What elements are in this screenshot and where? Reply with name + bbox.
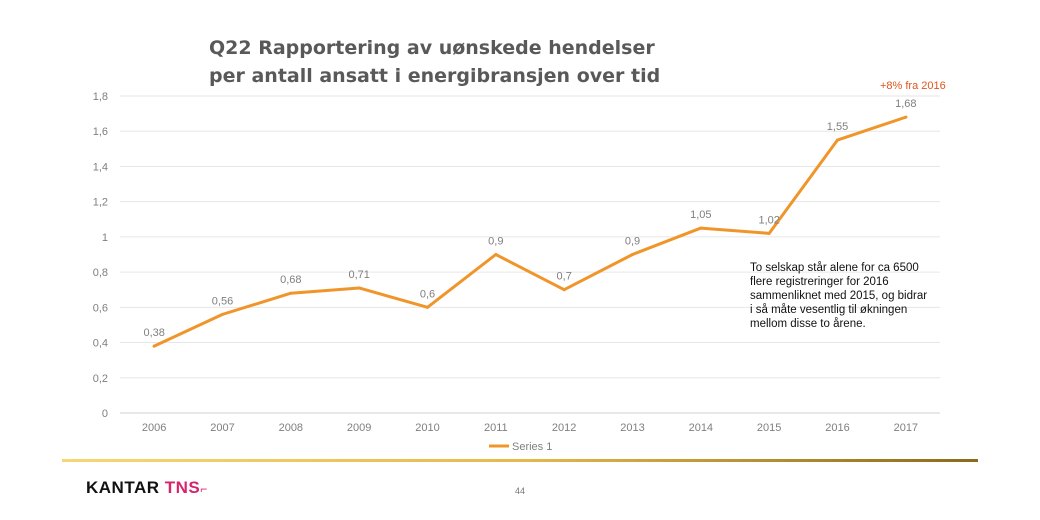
logo-kantar-text: KANTAR <box>86 478 160 497</box>
x-tick-label: 2007 <box>210 422 234 434</box>
data-label: 0,9 <box>488 236 503 248</box>
data-label: 0,38 <box>143 327 164 339</box>
x-tick-label: 2011 <box>484 422 508 434</box>
x-tick-label: 2014 <box>689 422 713 434</box>
data-point <box>426 305 429 309</box>
data-label: 1,02 <box>758 214 779 226</box>
y-tick-label: 0,8 <box>93 267 108 279</box>
x-tick-label: 2015 <box>757 422 781 434</box>
logo-tns-text: TNS <box>164 478 201 497</box>
legend-label: Series 1 <box>512 441 552 453</box>
data-label: 1,05 <box>690 209 711 221</box>
data-label: 0,56 <box>212 295 233 307</box>
x-tick-label: 2012 <box>552 422 576 434</box>
data-label: 0,6 <box>420 288 435 300</box>
data-point <box>221 312 224 316</box>
data-point <box>357 286 361 290</box>
x-tick-label: 2017 <box>894 422 918 434</box>
data-point <box>289 291 293 295</box>
y-tick-label: 0 <box>102 408 108 420</box>
data-label: 0,68 <box>280 274 301 286</box>
data-point <box>904 115 908 119</box>
y-tick-label: 0,6 <box>93 302 108 314</box>
chart-title: Q22 Rapportering av uønskede hendelser p… <box>209 34 669 90</box>
x-tick-label: 2009 <box>347 422 371 434</box>
y-tick-label: 0,2 <box>93 373 108 385</box>
y-tick-label: 1,2 <box>93 197 108 209</box>
chart-title-line-2: per antall ansatt i energibransjen over … <box>209 65 661 87</box>
data-label: 1,68 <box>895 98 916 110</box>
x-tick-label: 2010 <box>415 422 439 434</box>
x-tick-label: 2013 <box>620 422 644 434</box>
footer-divider <box>62 459 978 462</box>
series-line <box>152 115 908 348</box>
data-label: 1,55 <box>827 121 848 133</box>
y-tick-label: 1,6 <box>93 126 108 138</box>
annotation-note: To selskap står alene for ca 6500 flere … <box>750 262 928 330</box>
data-point <box>767 231 771 235</box>
growth-callout: +8% fra 2016 <box>880 80 946 92</box>
data-point <box>631 253 634 256</box>
y-tick-label: 0,4 <box>93 338 108 350</box>
x-tick-label: 2016 <box>825 422 849 434</box>
x-tick-label: 2008 <box>279 422 303 434</box>
page-number: 44 <box>515 486 526 496</box>
y-tick-label: 1,8 <box>93 91 108 103</box>
data-point <box>152 344 156 348</box>
y-tick-label: 1,4 <box>93 161 108 173</box>
data-label: 0,71 <box>348 269 369 281</box>
data-point <box>699 226 703 230</box>
data-point <box>494 253 498 256</box>
chart-title-line-1: Q22 Rapportering av uønskede hendelser <box>209 37 655 59</box>
data-label: 0,9 <box>625 236 640 248</box>
x-tick-label: 2006 <box>142 422 166 434</box>
y-tick-label: 1 <box>102 232 108 244</box>
kantar-tns-logo: KANTAR TNS⌐ <box>86 478 208 498</box>
data-point <box>562 288 566 292</box>
logo-mark-icon: ⌐ <box>200 482 208 496</box>
data-point <box>836 138 839 142</box>
data-label: 0,7 <box>557 271 572 283</box>
